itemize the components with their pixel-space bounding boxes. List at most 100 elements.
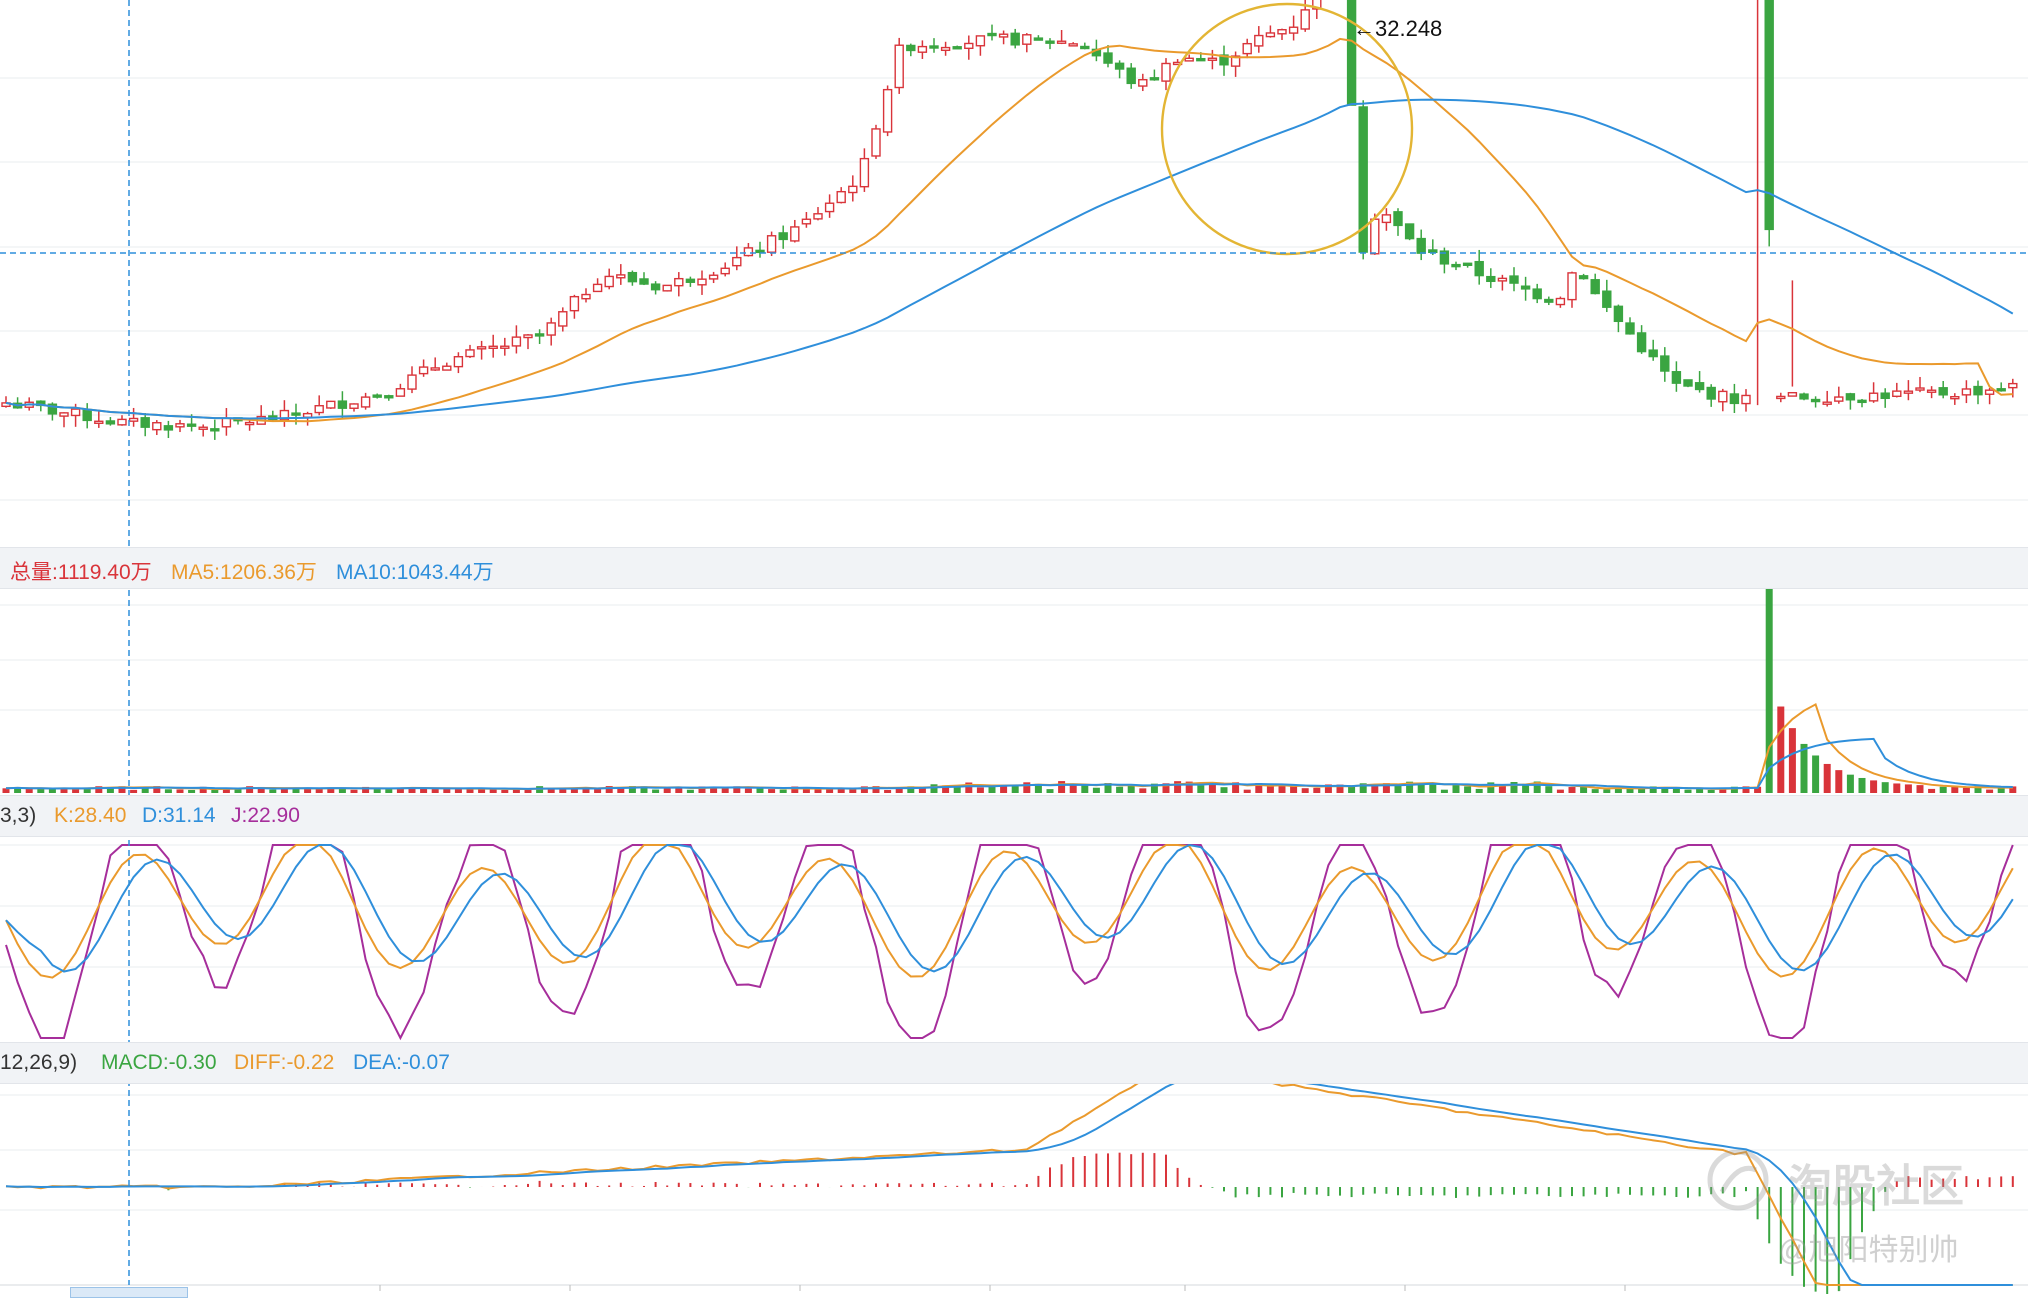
candle-body	[1915, 387, 1925, 391]
volume-bar	[14, 787, 22, 793]
volume-bar	[860, 786, 868, 793]
volume-bar	[1986, 789, 1994, 793]
volume-bar	[1266, 786, 1274, 793]
candle-body	[500, 345, 510, 349]
volume-bar	[211, 789, 219, 793]
volume-bar	[1139, 788, 1147, 793]
candle-body	[1497, 277, 1508, 282]
volume-bar	[1962, 787, 1970, 793]
volume-bar	[965, 782, 973, 793]
volume-bar	[222, 788, 230, 793]
volume-bar	[118, 786, 126, 793]
volume-bar	[640, 786, 648, 793]
kdj-d-label: D:31.14	[142, 804, 216, 827]
candle-body	[1184, 57, 1194, 62]
candle-body	[384, 395, 394, 399]
volume-bar	[1997, 788, 2005, 793]
candle-body	[1045, 40, 1055, 44]
volume-bar	[164, 789, 172, 793]
volume-bar	[814, 788, 822, 793]
volume-bar	[524, 788, 532, 793]
macd-panel	[5, 1079, 2014, 1295]
candle-body	[1926, 389, 1937, 393]
volume-bar	[95, 786, 103, 793]
volume-bar	[396, 787, 404, 793]
candle-body	[801, 218, 812, 225]
candle-body	[1520, 285, 1531, 290]
volume-bar	[791, 786, 799, 793]
volume-bar	[1904, 784, 1912, 793]
candle-body	[720, 267, 730, 275]
candle-body	[1984, 389, 1995, 395]
volume-bar	[141, 786, 149, 793]
candle-body	[488, 345, 498, 349]
candle-body	[1080, 45, 1090, 50]
volume-bar	[1104, 783, 1112, 793]
volume-bar	[1429, 782, 1437, 793]
volume-ma5-line	[5, 702, 2013, 791]
candle-body	[1126, 67, 1136, 85]
candle-body	[1416, 237, 1426, 254]
candle-body	[581, 293, 591, 300]
volume-bar	[37, 788, 45, 793]
candle-body	[1567, 272, 1577, 301]
volume-bar	[570, 788, 578, 793]
volume-header: 总量:1119.40万 MA5:1206.36万 MA10:1043.44万	[0, 547, 2028, 589]
volume-bar	[1626, 787, 1634, 793]
volume-bar	[1023, 782, 1031, 793]
peak-price-label: ←32.248	[1353, 16, 1443, 41]
volume-bar	[652, 789, 660, 793]
volume-bar	[1835, 770, 1843, 793]
volume-bar	[246, 786, 254, 793]
candle-body	[1509, 275, 1519, 284]
candle-body	[1254, 34, 1264, 47]
candle-body	[163, 425, 174, 431]
candle-body	[650, 283, 661, 291]
candle-body	[476, 346, 487, 350]
candle-body	[592, 283, 603, 293]
candle-body	[1880, 392, 1890, 400]
time-scroll-thumb[interactable]	[70, 1287, 188, 1298]
volume-bar	[385, 789, 393, 793]
volume-bar	[338, 788, 346, 793]
volume-bar	[1174, 781, 1182, 793]
candle-body	[1822, 401, 1832, 405]
volume-bar	[779, 789, 787, 793]
candle-body	[1381, 214, 1392, 224]
candle-body	[1648, 349, 1658, 358]
candle-body	[244, 421, 255, 426]
volume-ma10-line	[5, 737, 2013, 790]
volume-bar	[1046, 789, 1054, 793]
volume-bar	[1371, 784, 1379, 793]
candle-body	[1474, 260, 1484, 277]
candle-body	[732, 256, 742, 267]
candle-body	[755, 249, 765, 254]
kdj-k-label: K:28.40	[54, 804, 127, 827]
candle-body	[523, 334, 533, 339]
volume-bar	[1348, 785, 1356, 793]
volume-bar	[1939, 786, 1947, 793]
candle-body	[639, 278, 649, 285]
candle-body	[407, 374, 417, 390]
candle-body	[94, 420, 104, 424]
volume-bar	[1313, 787, 1321, 793]
volume-bar	[466, 788, 474, 793]
volume-bar	[1823, 763, 1831, 793]
volume-bar	[628, 786, 636, 793]
volume-bar	[83, 788, 91, 793]
candle-body	[1857, 399, 1867, 404]
candle-body	[210, 428, 220, 432]
candle-body	[1834, 396, 1844, 402]
volume-bar	[1255, 783, 1263, 793]
candle-body	[952, 46, 962, 50]
kdj-k-line	[5, 844, 2014, 979]
candle-body	[743, 247, 754, 257]
candle-body	[1996, 388, 2006, 392]
candle-body	[1451, 263, 1461, 268]
volume-bar	[199, 786, 207, 793]
candle-body	[662, 284, 672, 292]
volume-bar	[431, 789, 439, 793]
volume-bar	[1568, 787, 1576, 793]
candle-body	[453, 356, 464, 368]
